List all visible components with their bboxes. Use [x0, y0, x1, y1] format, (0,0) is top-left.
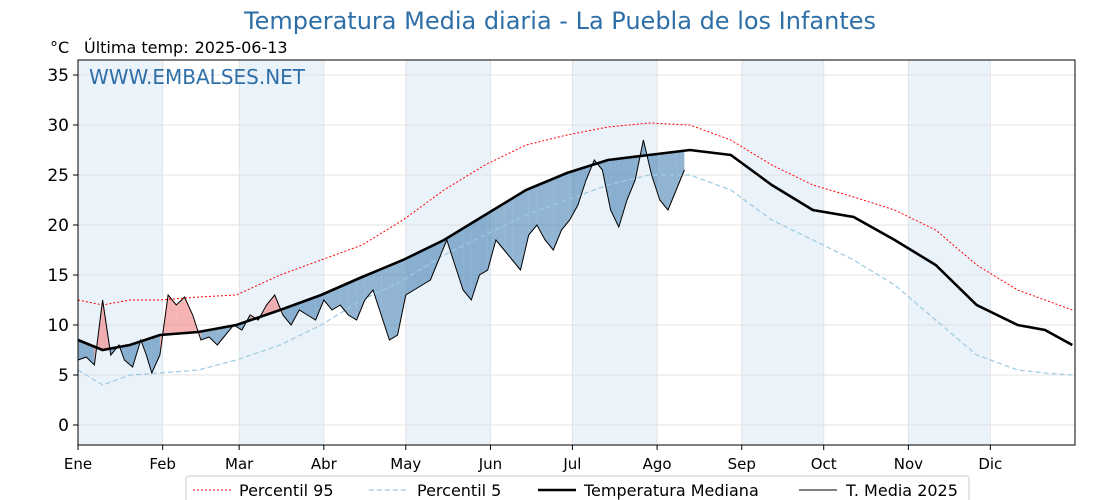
- fill-below-median: [151, 335, 160, 373]
- fill-below-median: [627, 156, 636, 200]
- fill-below-median: [495, 203, 505, 250]
- x-tick-label: Ago: [643, 455, 672, 473]
- y-tick-label: 5: [58, 366, 69, 386]
- fill-below-median: [217, 327, 226, 345]
- fill-below-median: [282, 306, 292, 325]
- x-tick-label: Mar: [225, 455, 254, 473]
- watermark: WWW.EMBALSES.NET: [89, 65, 306, 89]
- x-tick-label: Sep: [728, 455, 756, 473]
- series-line-p5: [77, 174, 1073, 386]
- fill-below-median: [299, 300, 308, 315]
- fill-below-median: [315, 293, 324, 320]
- fill-below-median: [676, 150, 685, 190]
- fill-below-median: [651, 153, 660, 200]
- fill-below-median: [146, 337, 152, 373]
- series-line-median: [77, 148, 1073, 352]
- y-tick-label: 15: [47, 266, 69, 286]
- y-axis-unit: °C: [50, 38, 70, 57]
- legend-label-p95: Percentil 95: [239, 481, 334, 500]
- x-tick-label: May: [390, 455, 421, 473]
- fill-below-median: [569, 169, 578, 220]
- fill-below-median: [86, 343, 95, 365]
- fill-below-median: [405, 254, 414, 295]
- chart-title: Temperatura Media diaria - La Puebla de …: [243, 7, 877, 35]
- fill-below-median: [528, 185, 537, 235]
- last-temp-label: Última temp:: [84, 38, 189, 57]
- fill-below-median: [643, 140, 652, 175]
- fill-below-median: [602, 159, 611, 210]
- fill-above-median: [184, 297, 193, 334]
- y-tick-label: 35: [47, 66, 69, 86]
- y-tick-label: 20: [47, 216, 69, 236]
- fill-below-median: [618, 157, 628, 227]
- fill-below-median: [553, 175, 562, 250]
- month-band: [908, 60, 991, 445]
- month-band: [239, 60, 324, 445]
- fill-above-median: [168, 295, 177, 335]
- x-tick-label: Feb: [149, 455, 176, 473]
- x-tick-label: Abr: [311, 455, 338, 473]
- fill-below-median: [479, 213, 488, 275]
- last-temp-date: 2025-06-13: [194, 38, 288, 57]
- x-tick-label: Jul: [562, 455, 581, 473]
- x-tick-label: Jun: [478, 455, 502, 473]
- fill-below-median: [332, 286, 341, 310]
- series-line-current: [77, 139, 685, 375]
- fill-below-median: [545, 178, 554, 250]
- series-line-p95: [77, 122, 1073, 311]
- fill-below-median: [610, 158, 619, 227]
- fill-below-median: [364, 272, 374, 300]
- fill-below-median: [668, 151, 677, 210]
- fill-below-median: [463, 223, 472, 300]
- fill-below-median: [446, 233, 455, 265]
- legend: Percentil 95 Percentil 5 Temperatura Media…: [185, 475, 970, 500]
- fill-below-median: [520, 188, 529, 270]
- fill-below-median: [397, 258, 406, 335]
- last-temp-info: Última temp: 2025-06-13: [84, 38, 294, 57]
- x-tick-label: Dic: [978, 455, 1002, 473]
- fill-above-median: [266, 295, 275, 315]
- fill-below-median: [209, 328, 218, 345]
- fill-below-median: [356, 275, 365, 320]
- y-tick-label: 30: [47, 116, 69, 136]
- fill-below-median: [454, 228, 464, 290]
- month-band: [78, 60, 163, 445]
- plot-frame: [77, 59, 1076, 446]
- x-tick-label: Nov: [894, 455, 923, 473]
- month-band: [572, 60, 658, 445]
- y-tick-label: 0: [58, 416, 69, 436]
- fill-above-median: [176, 297, 185, 334]
- fill-below-median: [659, 152, 669, 210]
- fill-below-median: [536, 182, 546, 240]
- fill-below-median: [307, 297, 316, 320]
- x-tick-label: Ene: [64, 455, 92, 473]
- fill-below-median: [635, 140, 644, 180]
- legend-label-p5: Percentil 5: [417, 481, 501, 500]
- fill-below-median: [291, 303, 300, 325]
- month-band: [741, 60, 824, 445]
- fill-below-median: [389, 262, 398, 340]
- fill-below-median: [381, 265, 390, 340]
- legend-box: [185, 475, 970, 500]
- fill-below-median: [348, 279, 357, 320]
- fill-below-median: [504, 198, 513, 260]
- fill-below-median: [487, 208, 496, 270]
- y-tick-label: 25: [47, 166, 69, 186]
- legend-label-median: Temperatura Mediana: [583, 481, 759, 500]
- fill-below-median: [512, 193, 521, 270]
- legend-label-current: T. Media 2025: [845, 481, 958, 500]
- fill-below-median: [78, 340, 87, 360]
- x-tick-label: Oct: [811, 455, 837, 473]
- fill-below-median: [323, 290, 333, 310]
- y-tick-label: 10: [47, 316, 69, 336]
